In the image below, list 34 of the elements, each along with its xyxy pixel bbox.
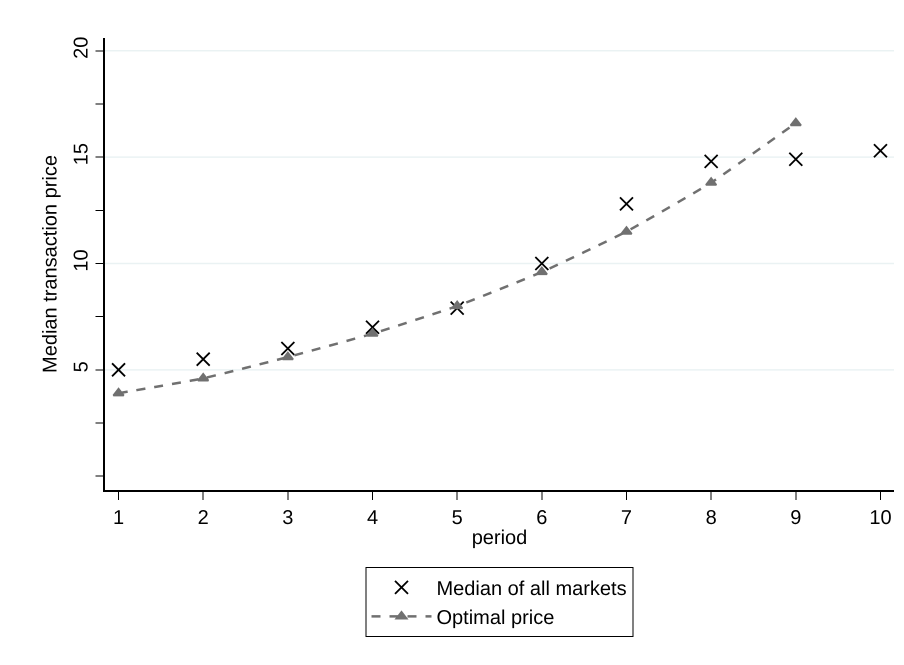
point (450, 300, 465, 316)
x-tick-label: 5 (452, 506, 463, 529)
point (705, 177, 718, 186)
point (536, 266, 548, 276)
y-tick-label: 15 (70, 142, 92, 166)
point (704, 154, 719, 169)
point (196, 352, 211, 367)
legend-label: Median of all markets (436, 578, 627, 600)
x-tick-label: 2 (198, 506, 209, 529)
y-tick-label: 20 (70, 36, 92, 59)
point (111, 362, 126, 378)
x-tick-label: 9 (790, 506, 802, 529)
point (365, 320, 380, 335)
x-tick-label: 4 (366, 506, 378, 529)
x-tick-label: 3 (282, 506, 294, 529)
point (282, 352, 294, 360)
x-tick-label: 10 (869, 506, 892, 529)
x-tick-label: 8 (706, 506, 717, 529)
y-tick-label: 10 (70, 249, 92, 272)
y-axis-title: Median transaction price (39, 155, 62, 373)
point (534, 256, 550, 271)
point (873, 143, 888, 158)
x-tick-label: 7 (620, 506, 632, 529)
x-tick-label: 1 (112, 506, 124, 529)
point (619, 196, 634, 212)
x-tick-label: 6 (536, 506, 548, 529)
point (451, 300, 464, 310)
legend-label: Optimal price (436, 607, 554, 630)
point (788, 152, 804, 167)
x-axis-title: period (472, 526, 528, 549)
point (790, 118, 802, 126)
y-tick-label: 5 (70, 361, 92, 372)
point (280, 341, 296, 356)
point (197, 372, 210, 382)
